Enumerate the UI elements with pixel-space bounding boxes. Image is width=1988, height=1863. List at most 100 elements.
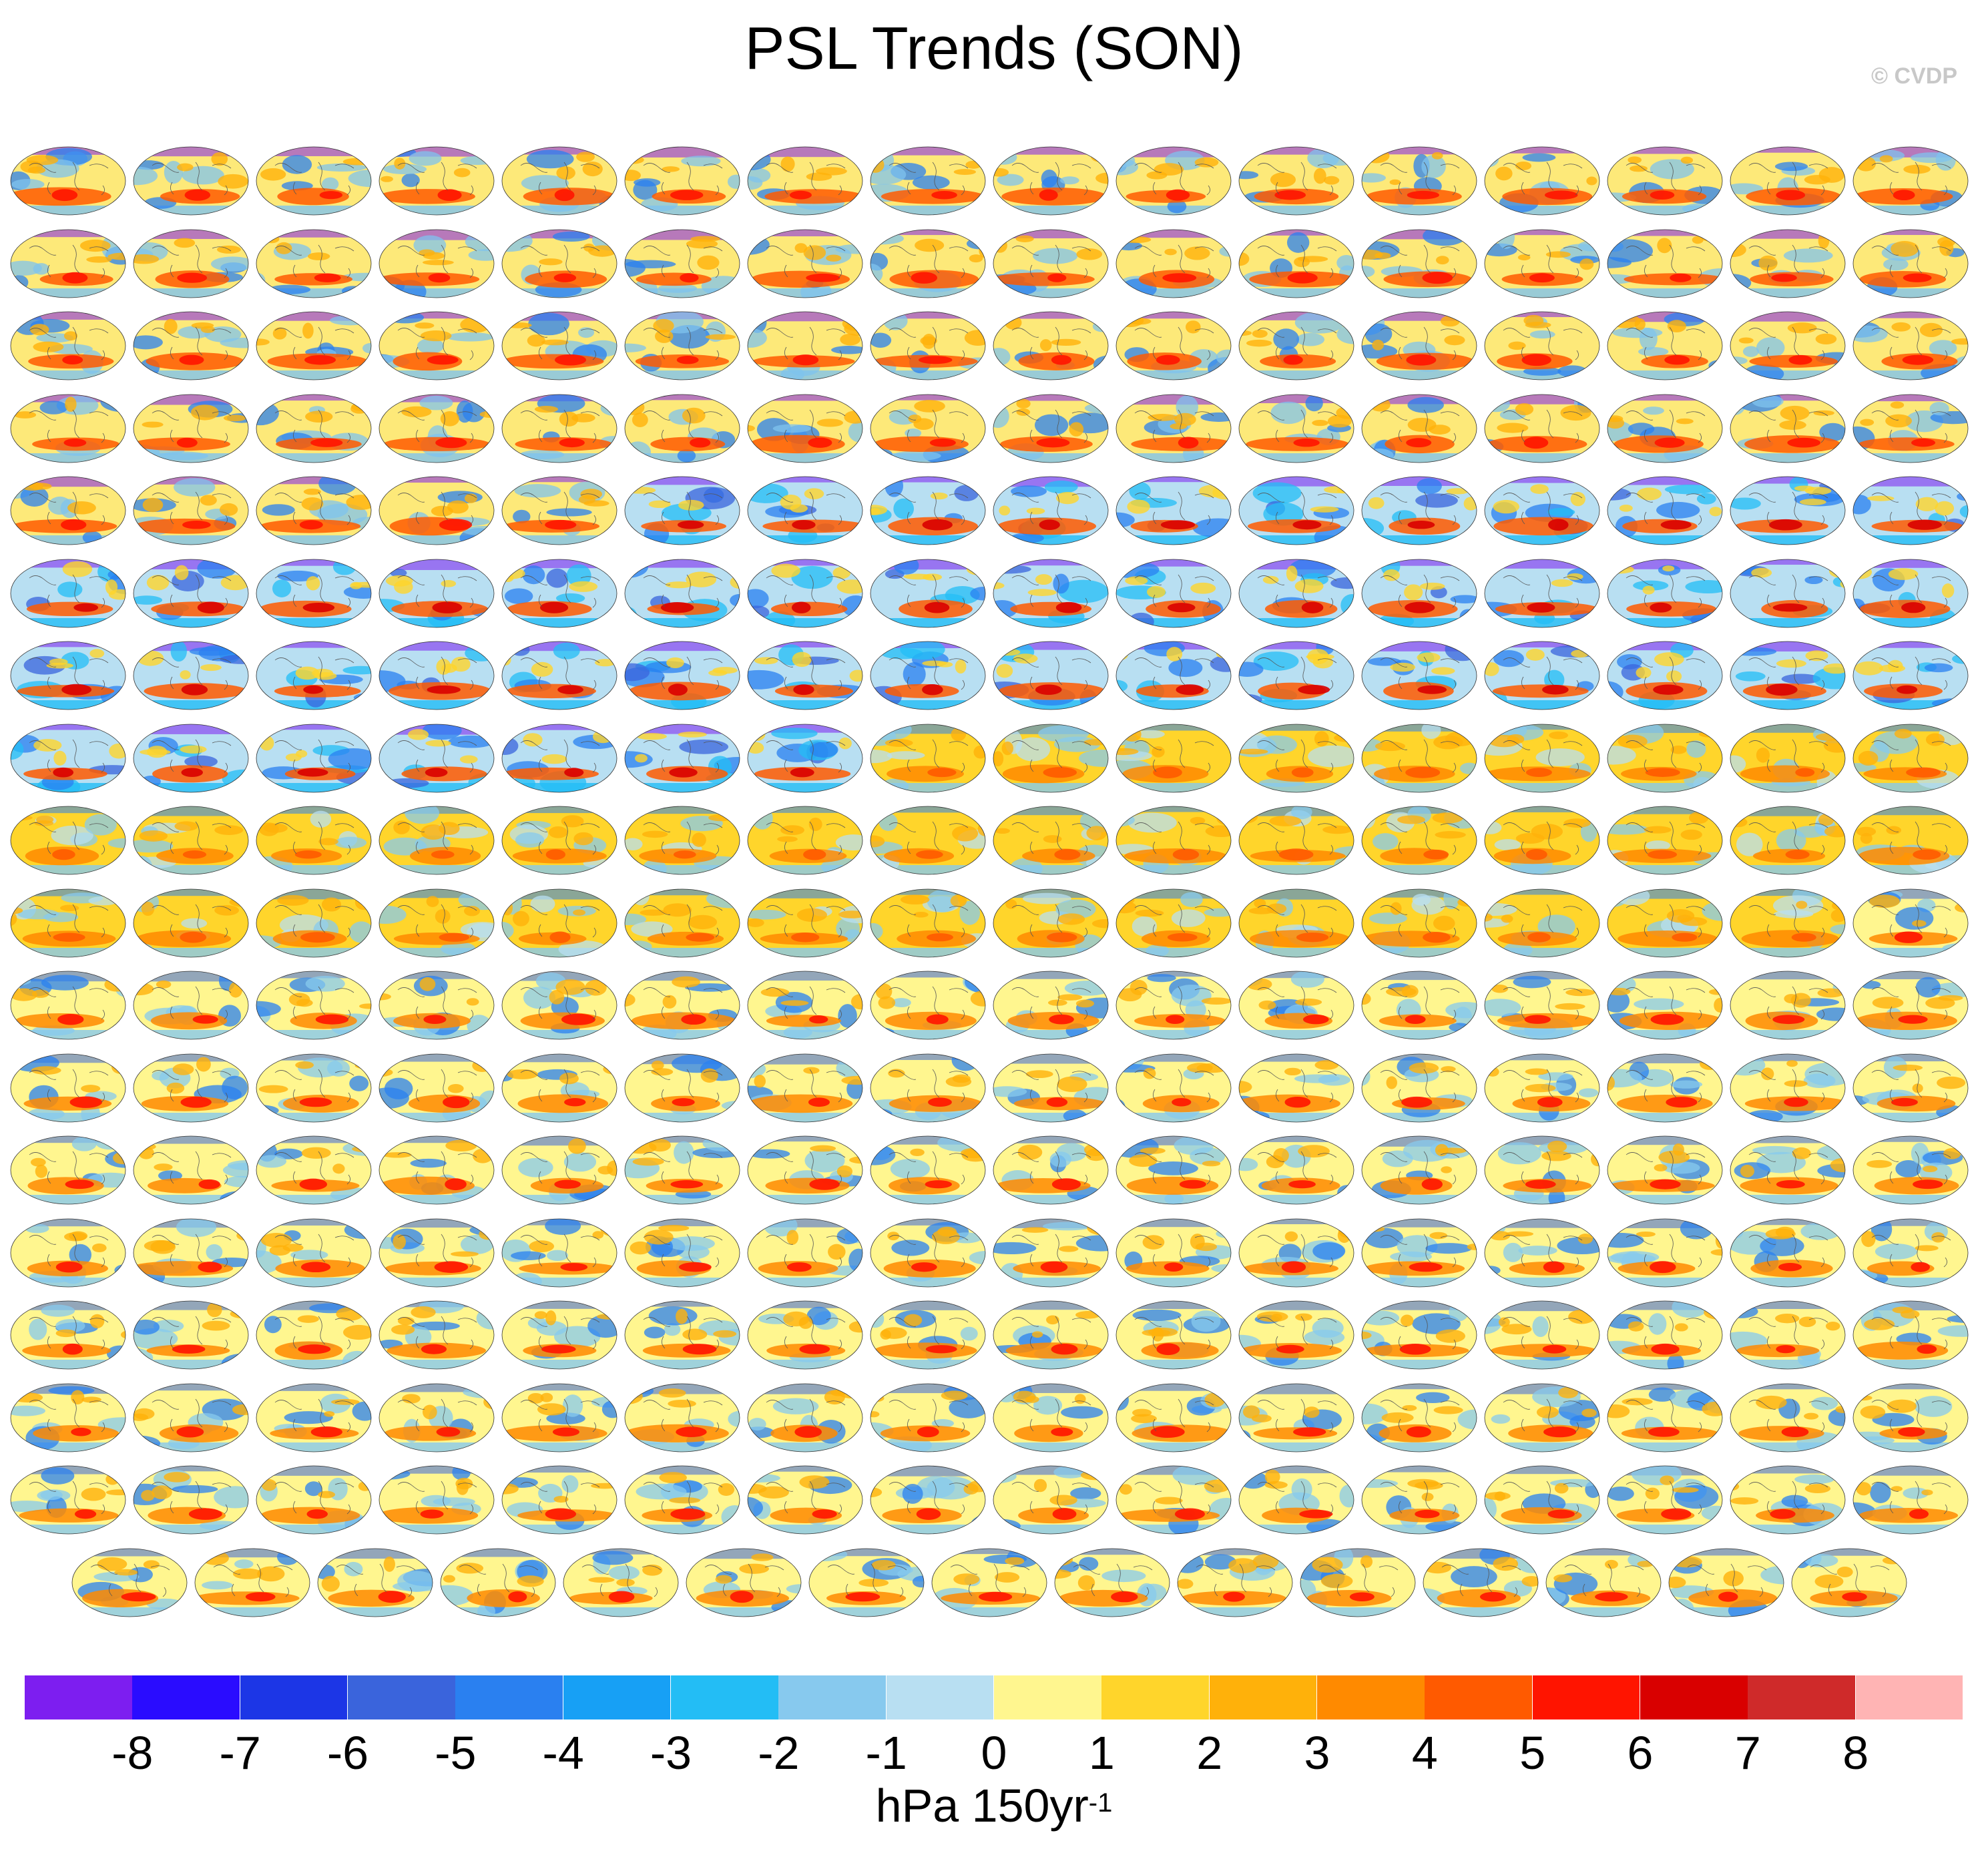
map-panel-plot: [1484, 146, 1600, 216]
map-panel: [255, 1123, 372, 1207]
colorbar-tick-label: -5: [435, 1727, 477, 1779]
map-panel: [501, 1123, 618, 1207]
map-panel: [501, 958, 618, 1042]
map-panel-plot: [1484, 1300, 1600, 1370]
map-panel: [255, 876, 372, 960]
map-panel: [1360, 1288, 1478, 1372]
map-panel: [1545, 1535, 1662, 1619]
map-panel: [194, 1535, 311, 1619]
map-panel-plot: [1607, 1218, 1723, 1287]
map-panel: [255, 711, 372, 795]
map-panel-plot: [501, 229, 617, 298]
map-panel-plot: [1238, 1053, 1354, 1122]
map-panel-plot: [10, 971, 126, 1040]
map-panel-plot: [1852, 1218, 1969, 1287]
map-panel: [255, 298, 372, 382]
map-panel: [869, 216, 987, 300]
map-panel-plot: [379, 476, 495, 545]
map-panel-plot: [379, 1383, 495, 1452]
map-panel: [1606, 711, 1724, 795]
map-panel: [992, 381, 1109, 465]
map-panel: [1606, 1370, 1724, 1454]
map-panel: [1115, 1288, 1232, 1372]
map-panel-plot: [1238, 1383, 1354, 1452]
map-panel: [1483, 1452, 1601, 1537]
map-panel: [1238, 134, 1355, 218]
colorbar-box: [1317, 1675, 1425, 1719]
map-panel: [992, 1452, 1109, 1537]
map-panel: [1852, 793, 1969, 877]
colorbar-tick-label: -3: [650, 1727, 692, 1779]
map-panel: [869, 1123, 987, 1207]
map-panel-plot: [71, 1548, 188, 1617]
map-panel: [132, 793, 250, 877]
map-panel: [1483, 628, 1601, 712]
map-panel: [624, 134, 741, 218]
colorbar-units: hPa 150yr-1: [0, 1779, 1988, 1832]
map-panel: [746, 134, 864, 218]
map-panel: [1115, 216, 1232, 300]
map-panel: [132, 381, 250, 465]
map-panel-plot: [624, 146, 740, 216]
colorbar-box: [240, 1675, 348, 1719]
map-panel: [1729, 546, 1846, 630]
map-panel: [1053, 1535, 1171, 1619]
map-panel: [869, 711, 987, 795]
map-panel: [1360, 628, 1478, 712]
map-panel: [9, 793, 127, 877]
map-panel: [1176, 1535, 1294, 1619]
map-panel-plot: [501, 1053, 617, 1122]
map-panel: [255, 793, 372, 877]
map-panel-plot: [379, 888, 495, 957]
map-panel-plot: [993, 1465, 1109, 1535]
map-panel: [501, 546, 618, 630]
map-panel-plot: [1852, 888, 1969, 957]
map-panel: [1852, 958, 1969, 1042]
map-panel: [992, 1288, 1109, 1372]
map-panel-plot: [1607, 146, 1723, 216]
colorbar-tick-label: -8: [111, 1727, 154, 1779]
map-panel-plot: [1607, 641, 1723, 710]
map-panel-plot: [133, 1383, 249, 1452]
map-panel-plot: [747, 1053, 863, 1122]
map-panel-plot: [194, 1548, 310, 1617]
map-panel-plot: [501, 1383, 617, 1452]
map-panel-plot: [870, 476, 986, 545]
map-panel: [378, 958, 495, 1042]
map-panel: [1606, 958, 1724, 1042]
colorbar-box: [994, 1675, 1102, 1719]
map-panel-plot: [1115, 146, 1232, 216]
map-panel-plot: [1607, 311, 1723, 380]
map-panel-plot: [501, 1300, 617, 1370]
map-panel: [992, 463, 1109, 547]
colorbar-box: [1855, 1675, 1964, 1719]
map-panel-plot: [256, 394, 372, 463]
map-panel: [9, 216, 127, 300]
map-panel: [501, 876, 618, 960]
colorbar-tick-label: 3: [1304, 1727, 1330, 1779]
map-panel-plot: [133, 806, 249, 875]
map-panel: [1729, 711, 1846, 795]
map-panel: [746, 711, 864, 795]
map-panel-plot: [870, 1300, 986, 1370]
map-panel-plot: [256, 1135, 372, 1205]
map-panel-plot: [1607, 1465, 1723, 1535]
map-panel-plot: [1607, 1383, 1723, 1452]
map-panel-plot: [993, 641, 1109, 710]
map-panel-plot: [379, 1465, 495, 1535]
map-panel: [1729, 1206, 1846, 1290]
map-panel: [501, 1370, 618, 1454]
map-panel-plot: [256, 724, 372, 792]
map-panel-plot: [1607, 806, 1723, 875]
map-panel-plot: [747, 1383, 863, 1452]
map-panel-plot: [256, 311, 372, 380]
map-panel-plot: [624, 311, 740, 380]
map-panel: [1852, 1206, 1969, 1290]
map-panel: [132, 958, 250, 1042]
map-panel: [746, 298, 864, 382]
map-panel-plot: [1730, 971, 1846, 1040]
map-panel-plot: [870, 311, 986, 380]
map-panel-plot: [1607, 1300, 1723, 1370]
map-panel: [746, 1123, 864, 1207]
map-panel: [1360, 1206, 1478, 1290]
